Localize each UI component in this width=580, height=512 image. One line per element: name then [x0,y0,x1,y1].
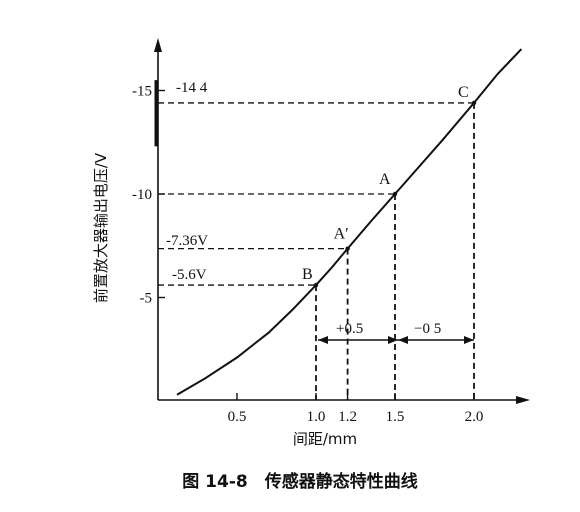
annotation-minus-7-36v: -7.36V [166,233,208,249]
annotation-minus-5-6v: -5.6V [172,267,207,283]
dashed-guides [158,102,475,400]
curve-points: B A′ A C [302,84,477,288]
x-axis-arrow [516,396,530,404]
x-ticks: 0.5 1.0 1.2 1.5 2.0 [228,393,484,425]
x-tick-label: 1.0 [307,409,326,425]
y-tick-label: -15 [132,84,152,100]
figure-caption: 图 14-8 传感器静态特性曲线 [182,471,417,492]
annotation-minus-14-4: -14 4 [176,80,208,96]
annotation-plus-0-5: +0.5 [336,321,363,337]
x-axis-title: 间距/mm [293,430,357,448]
y-axis-title: 前置放大器输出电压/V [92,152,110,303]
y-axis-arrow [154,38,162,52]
y-ticks: -5 -10 -15 [132,80,165,307]
y-tick-label: -10 [132,187,152,203]
x-tick-label: 0.5 [228,409,247,425]
annotation-minus-0-5: −0 5 [414,321,441,337]
spacing-arrows [318,336,474,344]
point-marker [471,100,477,106]
point-label: A [379,171,391,188]
point-label: B [302,266,313,283]
y-tick-label: -5 [140,291,153,307]
x-tick-label: 1.2 [338,409,357,425]
point-marker [313,282,319,288]
x-tick-label: 2.0 [465,409,484,425]
point-marker [345,246,350,251]
x-tick-label: 1.5 [386,409,405,425]
point-marker [392,191,398,197]
point-label: A′ [334,226,349,243]
characteristic-curve [176,48,523,396]
point-label: C [458,84,469,101]
